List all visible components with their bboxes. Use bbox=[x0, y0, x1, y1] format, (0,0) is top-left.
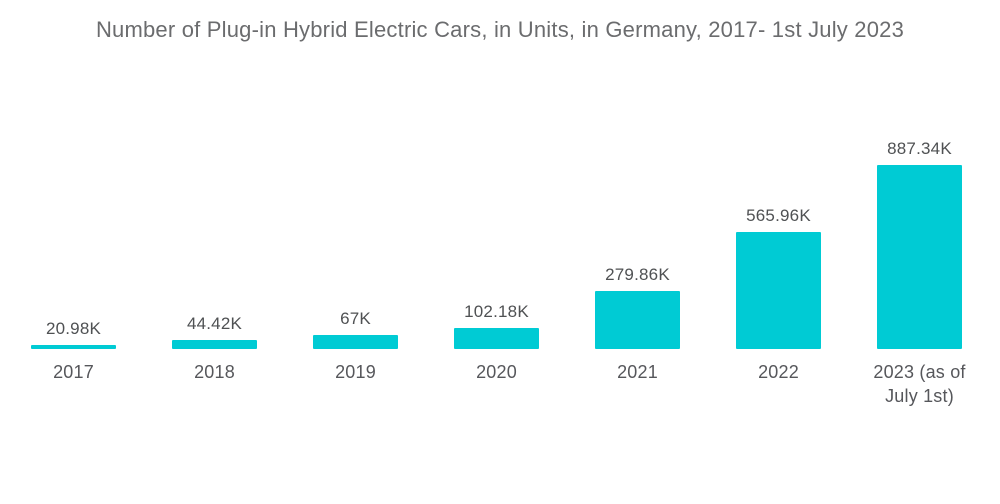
x-axis-category-label-text: 2017 bbox=[53, 362, 94, 382]
x-axis-category-label-text: 2023 (as of July 1st) bbox=[873, 362, 966, 407]
bar-column: 565.96K bbox=[708, 206, 849, 349]
x-axis-category-label: 2018 bbox=[144, 349, 285, 409]
bar-value-label: 279.86K bbox=[605, 265, 670, 284]
x-axis-category-label-text: 2019 bbox=[335, 362, 376, 382]
bar bbox=[31, 344, 116, 349]
bar bbox=[172, 339, 257, 349]
bar-value-label: 565.96K bbox=[746, 205, 811, 225]
bar-column: 20.98K bbox=[3, 319, 144, 349]
bars-row: 20.98K 44.42K 67K 102.18K 279.86K 565.96K 887.… bbox=[3, 65, 997, 349]
bar-value-label: 102.18K bbox=[464, 301, 529, 321]
bar bbox=[877, 165, 962, 349]
x-axis-category-label-text: 2020 bbox=[476, 362, 517, 382]
x-axis-category-label-text: 2018 bbox=[194, 362, 235, 382]
x-axis-labels-row: 2017 2018 2019 2020 2021 2022 2023 (as of July… bbox=[3, 349, 997, 409]
bar-column: 279.86K bbox=[567, 265, 708, 349]
x-axis-category-label: 2022 bbox=[708, 349, 849, 409]
bar bbox=[454, 327, 539, 349]
bar-value-label: 887.34K bbox=[887, 139, 952, 158]
bar-column: 102.18K bbox=[426, 302, 567, 349]
plot-area: 20.98K 44.42K 67K 102.18K 279.86K 565.96K 887.… bbox=[3, 65, 997, 409]
bar bbox=[313, 335, 398, 349]
bar-value-label: 67K bbox=[340, 309, 371, 329]
bar bbox=[736, 231, 821, 349]
x-axis-category-label-text: 2021 bbox=[617, 362, 658, 382]
bar-column: 887.34K bbox=[849, 139, 990, 349]
x-axis-category-label: 2023 (as of July 1st) bbox=[849, 349, 990, 409]
bar bbox=[595, 291, 680, 349]
bar-value-label: 20.98K bbox=[45, 318, 102, 338]
bar-column: 67K bbox=[285, 309, 426, 349]
bar-value-label: 44.42K bbox=[186, 313, 243, 333]
x-axis-category-label: 2019 bbox=[285, 349, 426, 409]
bar-column: 44.42K bbox=[144, 314, 285, 349]
x-axis-category-label: 2021 bbox=[567, 349, 708, 409]
chart-title: Number of Plug-in Hybrid Electric Cars, … bbox=[95, 17, 905, 42]
x-axis-category-label: 2020 bbox=[426, 349, 567, 409]
x-axis-category-label: 2017 bbox=[3, 349, 144, 409]
x-axis-category-label-text: 2022 bbox=[758, 362, 799, 382]
